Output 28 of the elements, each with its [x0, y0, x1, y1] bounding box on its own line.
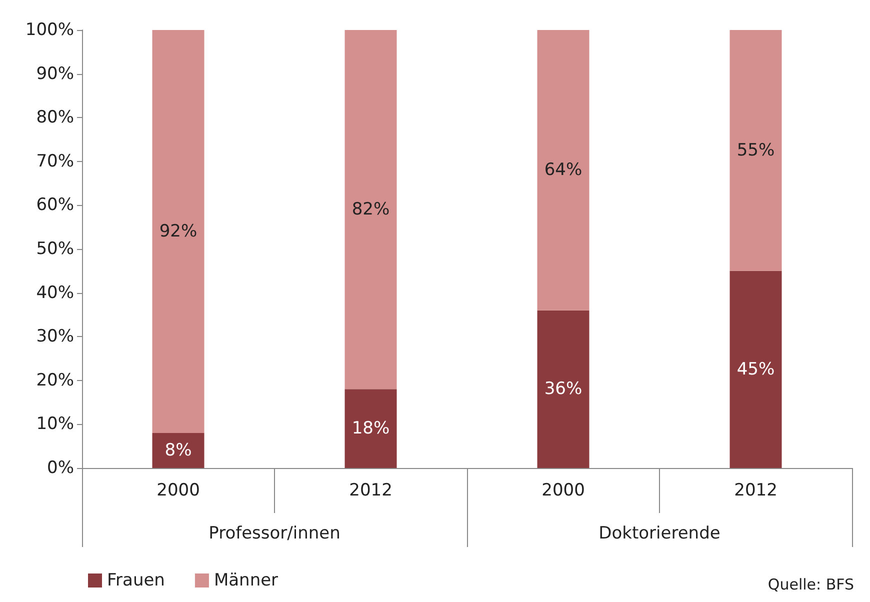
y-tick-label: 100% — [25, 20, 74, 40]
text: 82% — [352, 200, 390, 220]
x-tick-label: 2000 — [156, 480, 200, 500]
text: 36% — [544, 379, 582, 400]
y-tick-label: 40% — [36, 282, 74, 303]
y-tick-label: 80% — [36, 108, 74, 128]
legend-label: Männer — [214, 570, 278, 590]
y-tick-label: 20% — [36, 370, 74, 390]
y-tick-label: 70% — [36, 151, 74, 172]
text: 92% — [159, 221, 198, 242]
x-tick-label: 2012 — [349, 480, 392, 500]
text: 8% — [164, 440, 192, 460]
source-note: Quelle: BFS — [768, 576, 854, 594]
y-tick-label: 10% — [36, 414, 74, 434]
text: 45% — [736, 359, 775, 380]
x-tick-label: 2012 — [734, 480, 778, 500]
text: Doktorierende — [598, 524, 720, 544]
y-tick-label: 30% — [36, 326, 74, 347]
y-tick-label: 90% — [36, 64, 74, 84]
y-tick-label: 60% — [36, 195, 74, 216]
text: 64% — [544, 160, 582, 180]
y-tick-label: 0% — [47, 458, 74, 478]
x-tick-label: 2000 — [542, 480, 585, 500]
text: 18% — [352, 418, 390, 439]
y-tick-label: 50% — [36, 239, 74, 259]
legend-label: Frauen — [107, 570, 165, 590]
text: Professor/innen — [208, 524, 340, 544]
text: 55% — [736, 140, 775, 160]
